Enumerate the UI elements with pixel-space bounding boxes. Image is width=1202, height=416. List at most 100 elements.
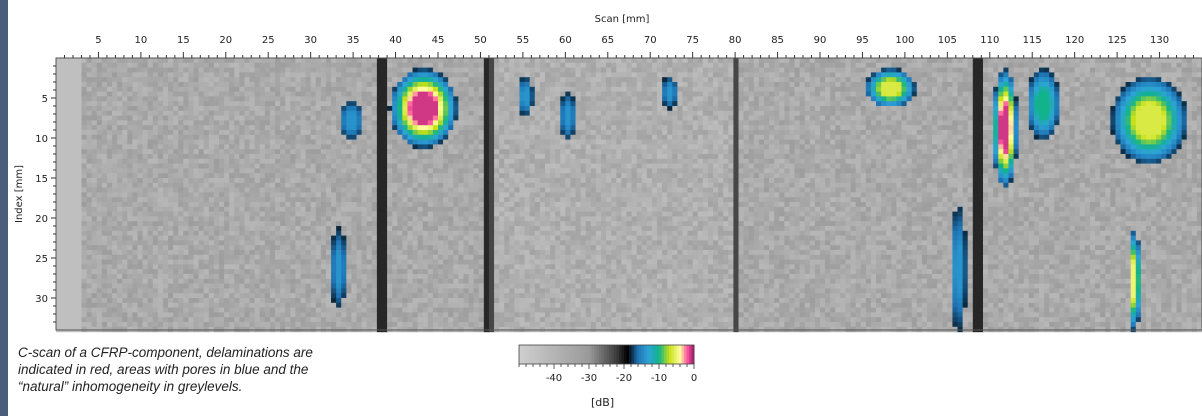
heat-cell [555, 110, 561, 117]
heat-cell [718, 62, 724, 69]
heat-cell [942, 125, 948, 131]
heat-cell [718, 154, 724, 160]
heat-cell [198, 115, 205, 121]
heat-cell [901, 110, 908, 117]
heat-cell [1074, 158, 1081, 165]
heat-cell [1069, 110, 1076, 117]
heat-cell [916, 86, 923, 93]
heat-cell [1110, 96, 1117, 102]
heat-cell [494, 139, 500, 145]
heat-cell [137, 106, 144, 112]
heat-cell [157, 77, 164, 83]
heat-cell [61, 139, 67, 145]
heat-cell [147, 110, 154, 117]
heat-cell [320, 134, 327, 141]
heat-cell [122, 67, 128, 73]
heat-cell [66, 77, 72, 83]
heat-cell [651, 130, 658, 136]
heat-cell [687, 96, 694, 102]
heat-cell [285, 134, 291, 141]
heat-cell [453, 101, 459, 107]
heat-cell [733, 149, 740, 155]
heat-cell [845, 106, 852, 112]
heat-cell [616, 158, 622, 165]
heat-cell [937, 77, 943, 83]
heat-cell [967, 96, 974, 102]
heat-cell [351, 86, 358, 93]
heat-cell [432, 62, 439, 69]
heat-cell [667, 115, 673, 121]
heat-cell [789, 134, 796, 141]
heat-cell [458, 72, 465, 78]
heat-cell [112, 96, 118, 102]
heat-cell [468, 82, 475, 88]
heat-cell [76, 96, 83, 102]
heat-cell [947, 125, 954, 131]
heat-cell [585, 144, 592, 150]
heat-cell [799, 67, 806, 73]
heat-cell [891, 106, 897, 112]
heat-cell [657, 110, 663, 117]
heat-cell [244, 96, 251, 102]
heat-cell [152, 106, 159, 112]
heat-cell [1039, 115, 1045, 121]
heat-cell [376, 96, 383, 102]
heat-cell [264, 154, 271, 160]
heat-cell [514, 139, 521, 145]
heat-cell [911, 67, 918, 73]
heat-cell [1074, 72, 1081, 78]
heat-cell [122, 149, 128, 155]
heat-cell [606, 134, 612, 141]
heat-cell [646, 86, 653, 93]
heat-cell [1028, 58, 1035, 64]
heat-cell [137, 134, 144, 141]
heat-cell [152, 149, 159, 155]
heat-cell [794, 134, 801, 141]
heat-cell [565, 86, 572, 93]
heat-cell [285, 120, 291, 126]
heat-cell [203, 72, 210, 78]
heat-cell [249, 96, 256, 102]
heat-cell [1176, 86, 1183, 93]
heat-cell [453, 58, 459, 64]
heat-cell [1176, 125, 1183, 131]
heat-cell [259, 110, 266, 117]
heat-cell [213, 96, 220, 102]
heat-cell [626, 86, 633, 93]
heat-cell [218, 158, 225, 165]
heat-cell [901, 130, 908, 136]
heat-cell [1151, 77, 1157, 83]
heat-cell [106, 149, 113, 155]
heat-cell [916, 158, 923, 165]
heat-cell [916, 82, 923, 88]
heat-cell [962, 86, 969, 93]
heat-cell [942, 82, 948, 88]
heat-cell [310, 139, 317, 145]
heat-cell [269, 115, 276, 121]
heat-cell [1044, 149, 1050, 155]
heat-cell [636, 91, 643, 97]
heat-cell [896, 144, 903, 150]
heat-cell [692, 130, 699, 136]
heat-cell [76, 82, 83, 88]
heat-cell [193, 77, 200, 83]
heat-cell [106, 110, 113, 117]
heat-cell [341, 106, 347, 112]
heat-cell [677, 134, 684, 141]
heat-cell [249, 125, 256, 131]
heat-cell [122, 77, 128, 83]
heat-cell [937, 158, 943, 165]
heat-cell [494, 77, 500, 83]
heat-cell [66, 110, 72, 117]
heat-cell [575, 139, 582, 145]
heat-cell [1161, 62, 1167, 69]
heat-cell [1166, 101, 1173, 107]
heat-cell [1130, 96, 1137, 102]
heat-cell [585, 134, 592, 141]
heat-cell [876, 149, 882, 155]
heat-cell [412, 149, 419, 155]
heat-cell [972, 106, 979, 112]
heat-cell [1074, 82, 1081, 88]
heat-cell [264, 125, 271, 131]
heat-cell [1059, 101, 1066, 107]
